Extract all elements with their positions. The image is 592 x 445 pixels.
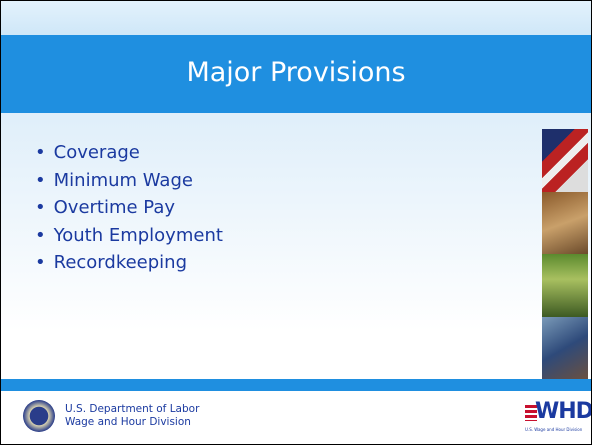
bullet-list: CoverageMinimum WageOvertime PayYouth Em…: [53, 139, 223, 277]
slide-title: Major Provisions: [186, 57, 406, 88]
title-bar: Major Provisions: [1, 35, 591, 113]
top-strip: [1, 1, 591, 35]
photo: [542, 191, 588, 254]
bullet: Coverage: [53, 139, 223, 167]
logo-caption: U.S. Wage and Hour Division: [525, 427, 583, 432]
dol-seal: [23, 400, 55, 432]
bottom-bar: [1, 379, 591, 391]
footer-line: Wage and Hour Division: [65, 416, 191, 428]
photo-strip: [542, 129, 588, 379]
whd-logo: WHD U.S. Wage and Hour Division: [525, 399, 591, 439]
logo-stripes: [525, 405, 537, 421]
photo: [542, 316, 588, 379]
bullet: Recordkeeping: [53, 249, 223, 277]
bullet: Overtime Pay: [53, 194, 223, 222]
bullet: Youth Employment: [53, 222, 223, 250]
logo-text: WHD: [535, 399, 592, 424]
footer-line: U.S. Department of Labor: [65, 403, 200, 415]
photo: [542, 254, 588, 317]
photo: [542, 129, 588, 192]
footer: U.S. Department of Labor Wage and Hour D…: [1, 391, 591, 444]
bullet: Minimum Wage: [53, 167, 223, 195]
